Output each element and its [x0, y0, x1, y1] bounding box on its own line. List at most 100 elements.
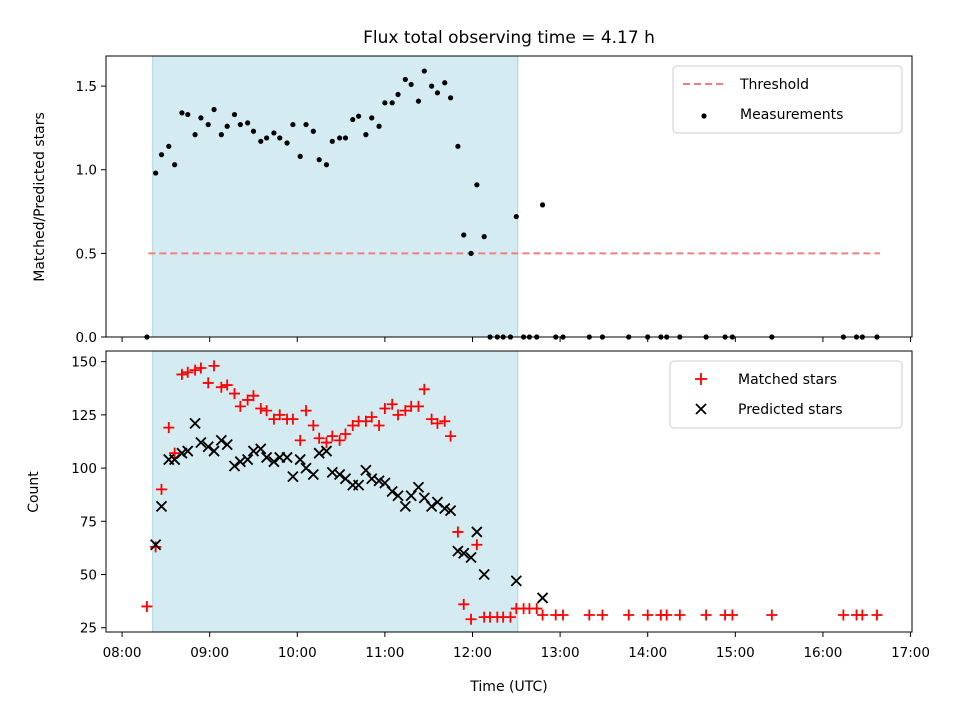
matched-star-point: [221, 379, 233, 391]
predicted-star-point: [215, 434, 227, 447]
x-tick-label: 16:00: [803, 645, 842, 661]
predicted-star-point: [444, 505, 457, 517]
x-tick-label: 13:00: [541, 645, 580, 661]
matched-star-point: [163, 422, 175, 434]
measurement-point: [231, 111, 238, 118]
predicted-star-point: [150, 539, 162, 551]
predicted-star-point: [373, 475, 385, 487]
measurement-point: [461, 232, 467, 238]
measurement-point: [342, 135, 349, 141]
measurement-point: [172, 162, 178, 168]
matched-star-point: [326, 430, 338, 442]
measurement-point: [350, 116, 356, 123]
top-observing-window: [152, 55, 519, 338]
predicted-star-point: [536, 592, 549, 604]
predicted-star-point: [221, 439, 233, 451]
matched-star-point: [439, 415, 451, 427]
x-tick-label: 15:00: [716, 645, 755, 661]
top-plot-frame: [105, 55, 913, 338]
matched-star-point: [452, 526, 464, 538]
predicted-legend-label: Predicted stars: [738, 402, 843, 418]
y-tick-label: 0.5: [76, 246, 97, 262]
matched-star-point: [141, 600, 153, 612]
matched-star-point: [366, 411, 378, 423]
predicted-star-point: [307, 468, 319, 481]
matched-star-point: [202, 377, 214, 389]
matched-legend-label: Matched stars: [738, 372, 837, 388]
predicted-star-point: [241, 453, 254, 466]
measurement-point: [297, 153, 303, 159]
measurement-point: [376, 123, 382, 129]
predicted-star-point: [189, 417, 201, 430]
predicted-star-point: [352, 479, 365, 491]
predicted-star-point: [294, 453, 306, 466]
x-tick-label: 14:00: [628, 645, 667, 661]
measurement-point: [513, 213, 519, 220]
bottom-legend-box: [669, 360, 903, 429]
measurement-point: [356, 113, 362, 119]
measurement-point: [303, 121, 309, 128]
measurement-point: [369, 115, 375, 121]
matched-star-point: [242, 394, 254, 406]
matched-star-point: [307, 420, 319, 432]
matched-star-point: [155, 483, 167, 495]
measurement-point: [310, 128, 316, 134]
predicted-star-point: [386, 485, 398, 498]
matched-star-point: [856, 609, 868, 621]
matched-star-point: [360, 415, 372, 427]
bottom-y-ticks: 25 50 75 100 125 150: [71, 355, 106, 637]
measurement-point: [363, 132, 369, 138]
measurement-point: [205, 121, 211, 128]
matched-star-point: [379, 402, 391, 414]
predicted-star-point: [208, 445, 220, 457]
x-tick-label: 10:00: [278, 645, 317, 661]
measurement-point: [434, 90, 441, 96]
predicted-star-point: [195, 436, 207, 449]
matched-star-point: [373, 420, 385, 432]
observing-window-band: [152, 350, 519, 633]
measurement-point: [389, 100, 395, 106]
measurement-point: [290, 121, 296, 128]
measurement-point: [185, 111, 191, 118]
matched-star-point: [426, 413, 438, 425]
matched-star-point: [399, 405, 411, 417]
matched-star-point: [642, 609, 654, 621]
y-tick-label: 1.5: [76, 79, 97, 95]
predicted-star-point: [471, 526, 483, 538]
bottom-legend: Matched stars Predicted stars: [669, 360, 903, 429]
predicted-star-point: [202, 441, 214, 453]
measurement-point: [408, 81, 414, 88]
matched-star-point: [583, 609, 595, 621]
top-legend: Threshold Measurements: [672, 65, 903, 134]
predicted-star-point: [366, 473, 378, 485]
bottom-panel: 25 50 75 100 125 150 08:00 09:00 10:00 11:00 12:0…: [26, 350, 930, 695]
y-tick-label: 100: [71, 461, 97, 477]
measurement-point: [166, 143, 172, 149]
predicted-star-point: [478, 568, 490, 581]
measurement-point: [211, 106, 217, 113]
measurement-point: [158, 152, 165, 158]
measurement-point: [271, 130, 277, 136]
predicted-star-point: [234, 456, 246, 468]
matched-star-point: [169, 447, 181, 459]
matched-star-point: [726, 609, 738, 621]
matched-star-point: [674, 609, 686, 621]
measurement-point: [474, 182, 480, 188]
predicted-star-point: [326, 466, 338, 478]
matched-star-point: [294, 434, 306, 446]
y-tick-label: 1.0: [76, 163, 97, 179]
matched-star-point: [623, 609, 635, 621]
matched-star-point: [189, 364, 201, 376]
matched-star-point: [176, 368, 188, 380]
matched-star-point: [215, 381, 227, 393]
matched-star-point: [334, 434, 346, 446]
measurement-point: [153, 170, 159, 176]
x-axis-label: Time (UTC): [469, 679, 547, 695]
measurement-point: [455, 143, 461, 149]
measurement-point: [415, 98, 422, 104]
x-tick-label: 17:00: [891, 645, 930, 661]
predicted-star-point: [281, 451, 293, 464]
matched-star-point: [392, 409, 404, 421]
predicted-star-point: [268, 456, 280, 468]
